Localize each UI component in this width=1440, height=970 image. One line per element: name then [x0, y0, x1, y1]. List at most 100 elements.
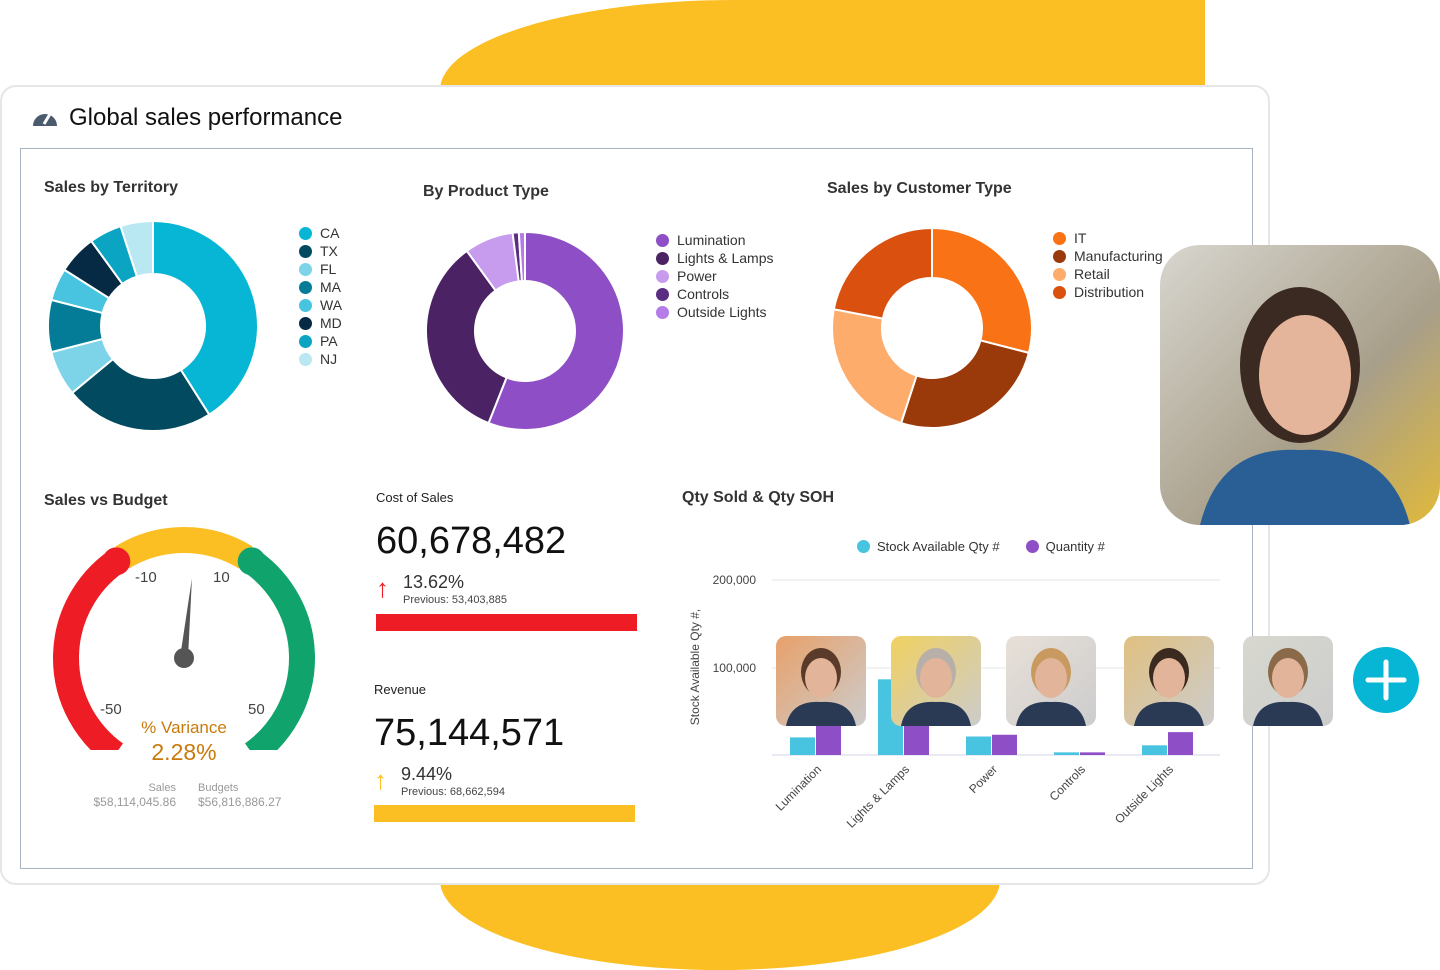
bar-chart-title: Qty Sold & Qty SOH [682, 489, 835, 506]
up-arrow-icon: ↑ [374, 765, 387, 795]
bar-controls-0[interactable] [1054, 752, 1079, 755]
legend-item-quantity: Quantity # [1025, 539, 1105, 554]
plus-icon [1365, 659, 1407, 701]
legend-item[interactable]: FL [299, 260, 342, 278]
legend-item[interactable]: Power [656, 267, 774, 285]
cost-value: 60,678,482 [376, 520, 567, 562]
sales-label: Sales [148, 782, 176, 794]
bar-power-0[interactable] [966, 736, 991, 755]
legend-item[interactable]: MA [299, 278, 342, 296]
slice-lumination[interactable] [487, 230, 625, 431]
team-member-photo [1124, 636, 1214, 726]
team-member-photo [1243, 636, 1333, 726]
legend-item[interactable]: Distribution [1053, 283, 1163, 301]
legend-label: Outside Lights [677, 304, 767, 320]
speedometer-icon [31, 104, 59, 133]
legend-swatch [299, 316, 312, 330]
gauge-needle [180, 578, 192, 659]
legend-item[interactable]: Retail [1053, 265, 1163, 283]
legend-swatch [299, 352, 312, 366]
gauge-tick--10: -10 [135, 569, 157, 586]
budgets-value: $56,816,886.27 [198, 795, 282, 809]
legend-swatch [299, 298, 312, 312]
legend-item[interactable]: PA [299, 332, 342, 350]
product-title: By Product Type [423, 183, 549, 200]
cost-change: 13.62% [403, 572, 465, 592]
legend-item[interactable]: Controls [656, 285, 774, 303]
bar-lights-lamps-1[interactable] [904, 725, 929, 755]
slice-lights-lamps[interactable] [425, 249, 508, 425]
legend-swatch [299, 226, 312, 240]
product-donut [425, 230, 625, 431]
legend-label: Lumination [677, 232, 746, 248]
cost-previous: Previous: 53,403,885 [403, 594, 507, 606]
legend-label: WA [320, 297, 343, 313]
legend-swatch [656, 287, 669, 301]
slice-outside-lights[interactable] [517, 230, 526, 283]
gauge-high-band [237, 544, 317, 750]
slice-manufacturing[interactable] [899, 339, 1031, 429]
legend-swatch [299, 334, 312, 348]
slice-nj[interactable] [119, 219, 154, 278]
add-button[interactable] [1353, 647, 1419, 713]
legend-item[interactable]: NJ [299, 350, 342, 368]
legend-item[interactable]: IT [1053, 229, 1163, 247]
legend-swatch [299, 280, 312, 294]
legend-label: Power [677, 268, 717, 284]
legend-item-stock: Stock Available Qty # [857, 539, 1000, 554]
cost-title: Cost of Sales [376, 490, 454, 505]
customer-legend: IT Manufacturing Retail Distribution [1053, 229, 1163, 301]
cost-bar [376, 614, 637, 631]
legend-item[interactable]: WA [299, 296, 342, 314]
territory-donut [47, 219, 259, 432]
legend-swatch [1053, 267, 1066, 281]
legend-swatch [1053, 231, 1066, 245]
legend-item[interactable]: Lumination [656, 231, 774, 249]
revenue-change: 9.44% [401, 764, 453, 784]
slice-retail[interactable] [831, 308, 918, 425]
territory-title: Sales by Territory [44, 179, 178, 196]
x-tick-label: Power [966, 762, 1000, 796]
legend-label: NJ [320, 351, 338, 367]
gauge-tick-10: 10 [213, 569, 230, 586]
territory-legend: CA TX FL MA WA MD PA NJ [299, 224, 342, 368]
gauge-cap-high [237, 547, 266, 576]
legend-item[interactable]: MD [299, 314, 342, 332]
budgets-label: Budgets [198, 782, 239, 794]
legend-item[interactable]: Lights & Lamps [656, 249, 774, 267]
slice-it[interactable] [931, 226, 1033, 355]
legend-label: IT [1074, 230, 1087, 246]
revenue-bar [374, 805, 635, 822]
legend-label: TX [320, 243, 338, 259]
variance-label: % Variance [141, 718, 227, 737]
customer-title: Sales by Customer Type [827, 180, 1012, 197]
bar-controls-1[interactable] [1080, 752, 1105, 755]
bar-power-1[interactable] [992, 734, 1017, 755]
legend-label: Retail [1074, 266, 1110, 282]
legend-item[interactable]: TX [299, 242, 342, 260]
legend-item[interactable]: Outside Lights [656, 303, 774, 321]
legend-item[interactable]: CA [299, 224, 342, 242]
legend-swatch [656, 251, 669, 265]
gauge-tick--50: -50 [100, 701, 122, 718]
slice-ca[interactable] [152, 219, 259, 417]
bar-lumination-0[interactable] [790, 737, 815, 755]
decor-yellow-top [440, 0, 1205, 90]
legend-swatch [299, 244, 312, 258]
revenue-title: Revenue [374, 682, 427, 697]
gauge-cap-low [102, 547, 131, 576]
slice-distribution[interactable] [832, 226, 933, 320]
bar-outside-lights-1[interactable] [1168, 732, 1193, 755]
qty-bar-chart: 200,000 100,000 Lumination Lights & Lamps Po… [713, 573, 1220, 831]
legend-label: MD [320, 315, 342, 331]
legend-label: FL [320, 261, 337, 277]
bar-lumination-1[interactable] [816, 725, 841, 755]
team-member-photo [891, 636, 981, 726]
slice-tx[interactable] [70, 357, 211, 432]
legend-item[interactable]: Manufacturing [1053, 247, 1163, 265]
bar-outside-lights-0[interactable] [1142, 745, 1167, 755]
legend-label: Controls [677, 286, 730, 302]
legend-swatch [656, 233, 669, 247]
page-title: Global sales performance [69, 104, 343, 131]
legend-label: Distribution [1074, 284, 1145, 300]
